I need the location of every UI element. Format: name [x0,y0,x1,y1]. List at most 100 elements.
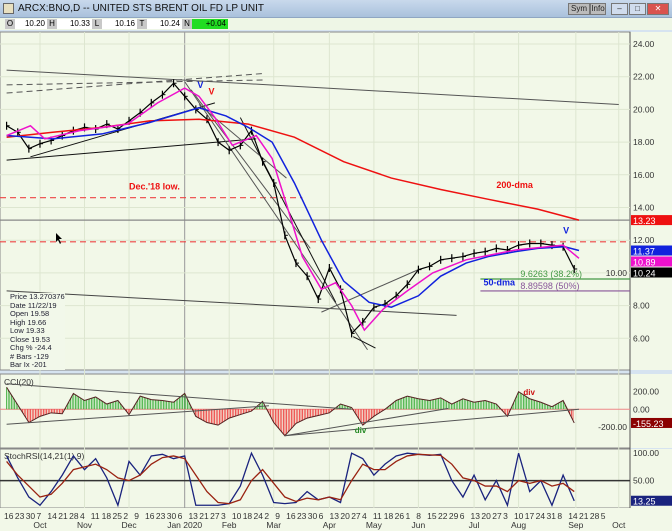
x-tick-label: 13 [188,511,198,521]
net-change-value: +0.04 [192,19,228,29]
last-value-label: 10.89 [633,258,656,268]
x-tick-label: 21 [58,511,68,521]
x-month-label: Mar [266,520,281,530]
price-tick-label: 14.00 [633,203,655,213]
last-value-label: 10.24 [633,269,656,279]
x-tick-label: 11 [373,511,382,521]
price-tick-label: 12.00 [633,235,655,245]
x-tick-label: 16 [4,511,14,521]
maximize-button[interactable]: □ [629,3,646,15]
chart-area[interactable]: Oct Nov Dec Jan 2020 Feb Mar Apr May Jun Jul Aug Se… [0,30,672,531]
x-tick-label: 10 [514,511,524,521]
info-bar-index: Bar Ix -201 [10,360,47,369]
x-month-label: Sep [568,520,583,530]
x-tick-label: 21 [579,511,589,521]
chart-annotation: 50-dma [484,277,517,287]
x-month-label: Aug [511,520,526,530]
x-tick-label: 21 [199,511,209,521]
price-tick-label: 6.00 [633,333,650,343]
ma-line [6,87,580,332]
50-dma-line [6,106,580,309]
x-month-label: Nov [77,520,93,530]
info-low: Low 19.33 [10,326,45,335]
trendline [6,138,257,161]
x-tick-label: 2 [123,511,128,521]
mouse-cursor-icon [56,233,62,244]
window-title: ARCX:BNO,D -- UNITED STS BRENT OIL FD LP… [18,3,264,14]
cci-last-label: -155.23 [633,419,664,429]
last-value-label: 11.37 [633,247,655,257]
chart-annotation: Dec.'18 low. [129,182,180,192]
chart-annotation: 200-dma [496,180,534,190]
last-value-tag [631,267,672,278]
trendline [6,72,265,94]
x-tick-label: 27 [210,511,220,521]
info-price: Price 13.270376 [10,292,65,301]
x-month-label: May [366,520,383,530]
x-month-label: Feb [222,520,237,530]
last-label: T [137,19,147,29]
x-tick-label: 7 [37,511,42,521]
stochrsi-last-tag [631,495,672,506]
x-tick-label: 5 [601,511,606,521]
x-tick-label: 23 [15,511,25,521]
x-month-label: Oct [33,520,47,530]
price-line [6,82,575,335]
x-month-label: Jul [469,520,480,530]
x-tick-label: 6 [319,511,324,521]
info-high: High 19.66 [10,317,47,327]
x-tick-label: 17 [525,511,535,521]
x-tick-label: 10 [232,511,242,521]
cci-tick-label: 0.00 [633,404,650,414]
quote-bar: O 10.20 H 10.33 L 10.16 T 10.24 N +0.04 [0,18,672,30]
stochrsi-tick-label: 50.00 [633,476,655,486]
x-tick-label: 9 [134,511,139,521]
stochrsi-last-label: 13.25 [633,497,656,507]
last-value-tag [631,245,672,256]
x-tick-label: 20 [481,511,491,521]
close-button[interactable]: ✕ [647,3,669,15]
sym-button[interactable]: Sym [568,3,590,15]
last-value-tag [631,256,672,267]
cci-annotation: div [355,426,367,435]
open-label: O [5,19,15,29]
cci-tick-label: 200.00 [633,387,659,397]
fib-level-label: 8.89598 (50%) [520,281,579,291]
x-tick-label: 23 [297,511,307,521]
x-tick-label: 9 [275,511,280,521]
stochrsi-line [6,451,575,508]
trendline [321,269,419,313]
x-tick-label: 11 [91,511,100,521]
axis-bg-cci [630,374,672,448]
trendline [352,336,376,349]
trendline [6,79,265,86]
x-tick-label: 3 [221,511,226,521]
x-tick-label: 30 [26,511,36,521]
app-icon [3,3,14,14]
price-tick-label: 18.00 [633,137,655,147]
info-bars: # Bars -129 [10,351,49,361]
panel-price [0,31,631,371]
high-value: 10.33 [57,19,92,29]
cci-line [6,387,575,437]
last-value: 10.24 [147,19,182,29]
x-tick-label: 3 [503,511,508,521]
chart-annotation: V [563,226,569,236]
price-tick-label: 24.00 [633,39,655,49]
x-tick-label: 4 [80,511,85,521]
chart-annotation: V [197,80,203,90]
x-axis-bg [0,508,672,531]
x-tick-label: 20 [340,511,350,521]
info-change: Chg % -24.4 [10,343,52,352]
info-close: Close 19.53 [10,334,51,344]
price-tick-label: 20.00 [633,104,655,114]
x-month-label: Jan 2020 [167,520,202,530]
last-value-label: 13.23 [633,216,656,226]
x-month-label: Dec [121,520,137,530]
info-button[interactable]: Info [590,3,606,15]
x-tick-label: 4 [362,511,367,521]
minimize-button[interactable]: – [611,3,628,15]
cci-title: CCI(20) [4,377,34,387]
x-tick-label: 23 [156,511,166,521]
x-tick-label: 31 [547,511,557,521]
